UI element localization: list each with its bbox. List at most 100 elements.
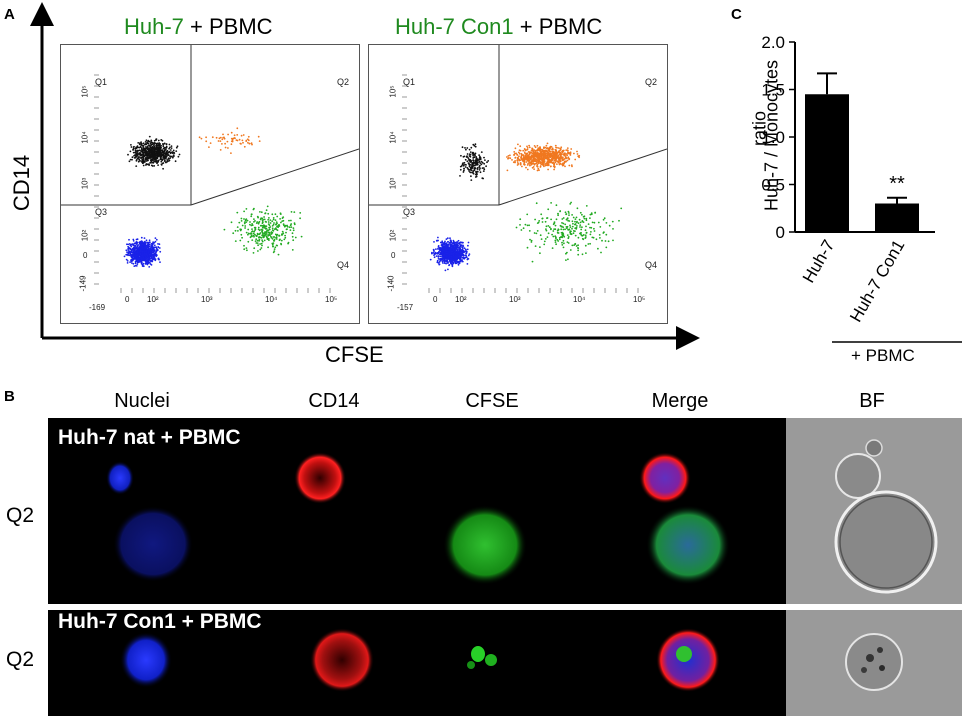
event-dot — [153, 244, 156, 247]
event-dot — [523, 159, 526, 162]
event-dot — [148, 140, 151, 143]
event-dot — [474, 145, 477, 148]
plot-left-title: Huh-7 + PBMC — [124, 14, 273, 40]
event-dot — [574, 218, 577, 221]
chart-c-ylabel-line2: Huh-7 / Monocytes — [761, 59, 782, 212]
image-strip-row2: Huh-7 Con1 + PBMC — [48, 610, 786, 716]
event-dot — [519, 224, 521, 226]
event-dot — [240, 217, 243, 220]
event-dot — [128, 238, 130, 241]
event-dot — [145, 152, 148, 155]
event-dot — [575, 245, 578, 247]
row2-sample-label: Huh-7 Con1 + PBMC — [58, 610, 262, 633]
event-dot — [437, 236, 439, 239]
event-dot — [132, 151, 135, 154]
event-dot — [255, 238, 258, 241]
event-dot — [141, 161, 144, 164]
event-dot — [448, 264, 450, 267]
event-dot — [234, 137, 236, 140]
event-dot — [536, 165, 539, 168]
event-dot — [130, 245, 133, 248]
event-dot — [131, 158, 133, 161]
event-dot — [145, 253, 148, 256]
event-dot — [144, 147, 147, 150]
event-dot — [571, 244, 574, 247]
event-dot — [513, 154, 515, 156]
event-dot — [528, 163, 531, 165]
event-dot — [603, 231, 605, 234]
event-dot — [240, 228, 243, 231]
event-dot — [482, 167, 485, 169]
event-dot — [127, 249, 129, 251]
event-dot — [527, 151, 530, 153]
event-dot — [474, 152, 477, 155]
event-dot — [583, 217, 586, 220]
event-dot — [299, 212, 302, 214]
event-dot — [209, 142, 212, 144]
event-dot — [267, 231, 270, 234]
event-dot — [264, 220, 267, 223]
event-dot — [152, 249, 155, 252]
event-dot — [134, 252, 137, 254]
event-dot — [145, 262, 147, 265]
event-dot — [149, 253, 152, 256]
event-dot — [449, 237, 451, 240]
event-dot — [139, 253, 142, 256]
event-dot — [450, 244, 453, 247]
event-dot — [577, 247, 579, 249]
event-dot — [143, 252, 146, 255]
event-dot — [540, 238, 543, 241]
event-dot — [217, 140, 220, 142]
event-dot — [259, 248, 262, 251]
event-dot — [461, 260, 464, 263]
event-dot — [516, 164, 519, 166]
event-dot — [582, 238, 585, 241]
event-dot — [475, 156, 478, 158]
event-dot — [164, 149, 166, 151]
event-dot — [466, 160, 469, 163]
event-dot — [158, 142, 161, 144]
event-dot — [268, 217, 270, 219]
event-dot — [577, 222, 580, 225]
event-dot — [576, 207, 579, 210]
event-dot — [460, 254, 463, 256]
event-dot — [144, 141, 147, 143]
event-dot — [560, 236, 563, 238]
event-dot — [546, 164, 549, 166]
event-dot — [565, 157, 568, 160]
y-tick-label: 0 — [776, 223, 785, 242]
event-dot — [291, 249, 294, 251]
event-dot — [244, 227, 247, 229]
event-dot — [603, 217, 606, 220]
event-dot — [447, 241, 449, 243]
event-dot — [544, 238, 547, 240]
event-dot — [444, 269, 447, 272]
event-dot — [544, 163, 546, 165]
y-tick: -140 — [386, 275, 396, 292]
event-dot — [265, 235, 268, 238]
event-dot — [254, 233, 256, 236]
event-dot — [271, 242, 274, 245]
event-dot — [233, 134, 236, 137]
event-dot — [536, 163, 539, 166]
event-dot — [549, 153, 552, 155]
event-dot — [160, 152, 163, 155]
event-dot — [514, 147, 517, 150]
event-dot — [529, 238, 531, 241]
event-dot — [513, 151, 516, 153]
event-dot — [299, 217, 301, 220]
category-label: Huh-7 Con1 — [846, 237, 908, 326]
event-dot — [260, 211, 263, 214]
event-dot — [142, 151, 145, 153]
event-dot — [533, 163, 536, 166]
event-dot — [156, 248, 159, 251]
event-dot — [250, 213, 253, 216]
event-dot — [162, 150, 165, 153]
event-dot — [569, 232, 572, 235]
cfse-spot-2 — [485, 654, 497, 666]
event-dot — [238, 221, 241, 224]
x-tick: -169 — [89, 303, 106, 312]
y-tick: 10³ — [80, 177, 90, 190]
event-dot — [154, 258, 157, 261]
event-dot — [142, 146, 145, 148]
